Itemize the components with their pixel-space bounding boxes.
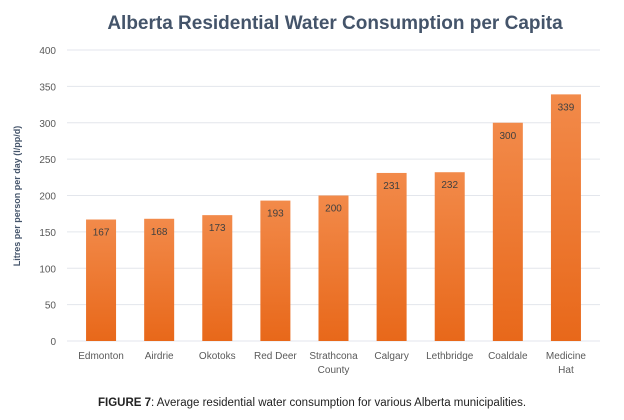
y-tick-label: 250 [39,155,56,166]
figure-caption: FIGURE 7: Average residential water cons… [0,397,624,409]
bar [86,219,117,341]
y-tick-label: 50 [45,301,57,312]
x-tick-label: Edmonton [78,351,124,362]
bar [492,122,523,341]
x-tick-label: Calgary [374,351,408,362]
bar [550,94,581,341]
x-tick-label: Airdrie [145,351,174,362]
data-label: 232 [441,180,458,191]
x-tick-label: Medicine [546,351,586,362]
y-tick-label: 300 [39,119,56,130]
chart-title: Alberta Residential Water Consumption pe… [107,13,563,34]
caption-label: FIGURE 7 [97,397,152,409]
x-tick-label: County [318,365,350,376]
bar [376,172,407,341]
data-label: 173 [209,223,226,234]
x-tick-label: Coaldale [488,351,528,362]
y-tick-label: 150 [39,228,56,239]
y-tick-label: 200 [39,192,56,203]
bar [144,218,175,341]
x-tick-label: Lethbridge [426,351,474,362]
bar [434,172,465,341]
data-label: 167 [93,228,110,239]
bar [260,200,291,341]
y-axis-label: Litres per person per day (l/pp/d) [12,126,22,267]
data-label: 339 [558,102,575,113]
data-label: 193 [267,209,284,220]
bar [318,195,349,341]
y-tick-label: 100 [39,264,56,275]
x-tick-label: Okotoks [199,351,236,362]
data-label: 200 [325,204,342,215]
bar [202,215,233,341]
data-label: 300 [499,131,516,142]
data-label: 231 [383,181,400,192]
x-tick-label: Strathcona [309,351,358,362]
bar-chart: Alberta Residential Water Consumption pe… [12,13,600,376]
y-tick-label: 0 [50,337,56,348]
caption-text: : Average residential water consumption … [151,397,527,409]
x-tick-label: Hat [558,365,574,376]
x-tick-label: Red Deer [254,351,297,362]
data-label: 168 [151,227,168,238]
y-tick-label: 350 [39,82,56,93]
y-tick-label: 400 [39,46,56,57]
